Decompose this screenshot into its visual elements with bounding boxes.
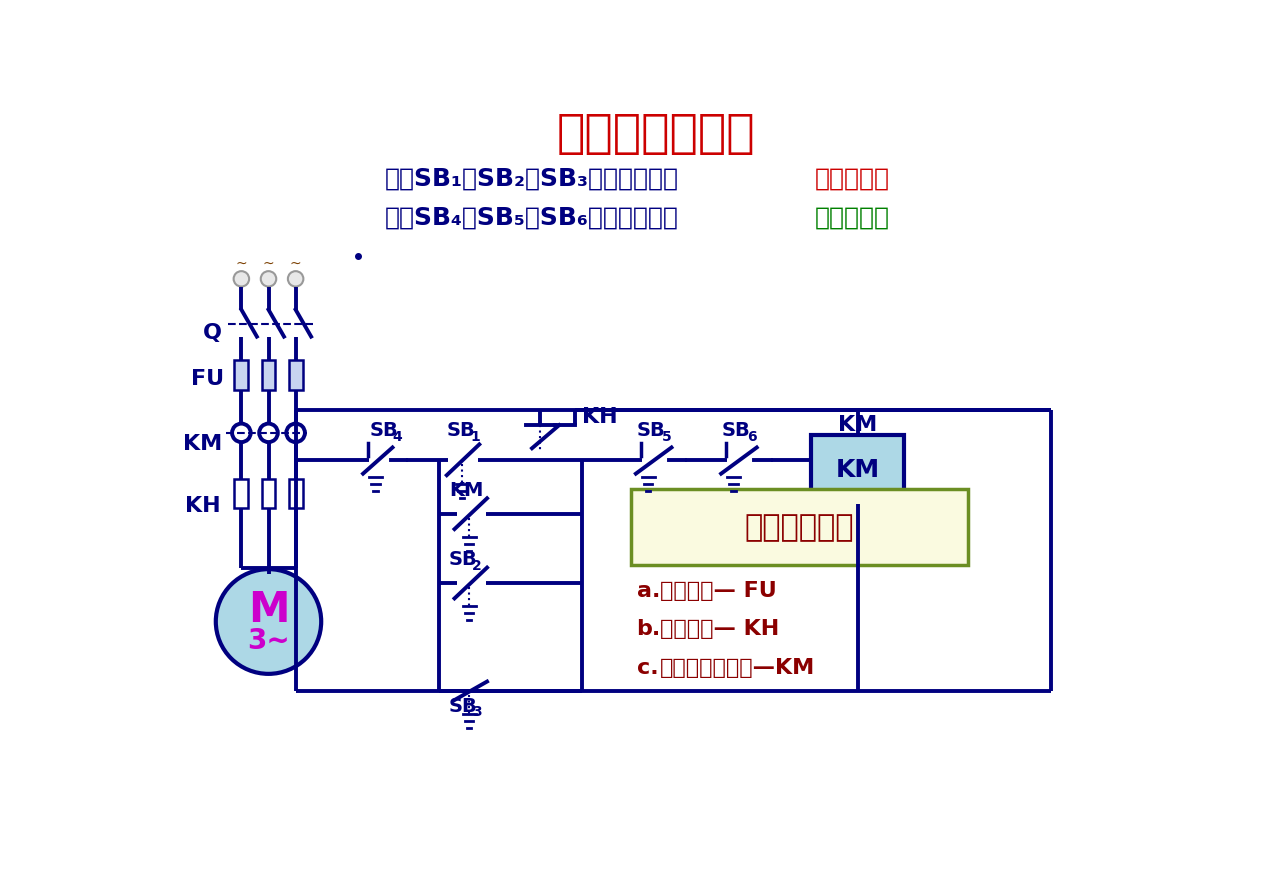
Text: KH: KH xyxy=(582,407,618,428)
Text: b.: b. xyxy=(636,620,660,639)
Text: 利用SB₁、SB₂、SB₃并联，可实现: 利用SB₁、SB₂、SB₃并联，可实现 xyxy=(385,166,678,191)
Text: ~: ~ xyxy=(289,256,301,270)
Text: a.: a. xyxy=(636,581,660,601)
Text: ~: ~ xyxy=(262,256,274,270)
Text: ~: ~ xyxy=(236,256,247,270)
Bar xyxy=(289,360,302,391)
Text: M: M xyxy=(248,589,289,631)
Bar xyxy=(289,479,302,509)
Text: 过载保护— KH: 过载保护— KH xyxy=(660,620,780,639)
Circle shape xyxy=(288,271,303,287)
Text: 2: 2 xyxy=(472,559,483,573)
Text: KM: KM xyxy=(838,415,877,435)
Text: KH: KH xyxy=(184,496,220,516)
Text: SB: SB xyxy=(447,421,475,440)
Text: 3: 3 xyxy=(472,706,483,719)
Text: SB: SB xyxy=(449,697,477,715)
Text: SB: SB xyxy=(722,421,750,440)
Text: 3~: 3~ xyxy=(247,627,289,655)
Text: 多地点控制线路: 多地点控制线路 xyxy=(557,113,755,158)
Text: Q: Q xyxy=(204,323,223,342)
Text: SB: SB xyxy=(449,550,477,569)
FancyBboxPatch shape xyxy=(631,489,968,565)
Bar xyxy=(234,360,248,391)
Text: 零压、欠压保护—KM: 零压、欠压保护—KM xyxy=(660,657,815,678)
Text: c.: c. xyxy=(636,657,658,678)
Bar xyxy=(261,360,275,391)
Bar xyxy=(812,435,904,504)
Text: KM: KM xyxy=(449,481,484,500)
Bar xyxy=(234,479,248,509)
Circle shape xyxy=(234,271,250,287)
Text: 多地点停机: 多地点停机 xyxy=(815,205,890,230)
Text: SB: SB xyxy=(369,421,398,440)
Text: KM: KM xyxy=(183,435,223,454)
Text: 6: 6 xyxy=(746,429,756,444)
Text: 三种保护作用: 三种保护作用 xyxy=(745,513,854,542)
Bar xyxy=(261,479,275,509)
Text: 4: 4 xyxy=(393,429,402,444)
Text: 短路保护— FU: 短路保护— FU xyxy=(660,581,777,601)
Circle shape xyxy=(216,569,321,674)
Text: SB: SB xyxy=(636,421,666,440)
Text: 利用SB₄、SB₅、SB₆串联，可实现: 利用SB₄、SB₅、SB₆串联，可实现 xyxy=(385,205,678,230)
Circle shape xyxy=(261,271,276,287)
Text: FU: FU xyxy=(192,369,224,389)
Text: 多地点起动: 多地点起动 xyxy=(815,166,890,191)
Text: 1: 1 xyxy=(470,429,480,444)
Text: 5: 5 xyxy=(662,429,671,444)
Text: KM: KM xyxy=(836,458,879,482)
